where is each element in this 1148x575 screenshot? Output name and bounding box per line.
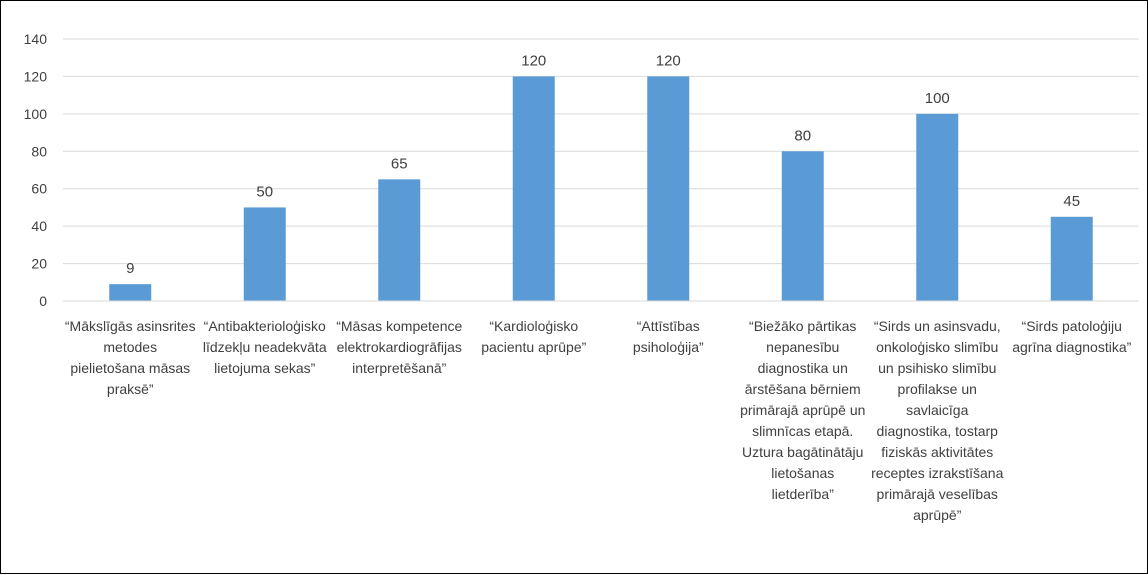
y-tick-label: 80 [31,143,47,159]
y-tick-label: 100 [24,106,48,122]
category-label-line: “Sirds patoloģiju [1022,318,1122,334]
y-tick-label: 140 [24,31,48,47]
data-label: 100 [925,90,950,107]
category-label-line: “Mākslīgās asinsrites [65,318,196,334]
bar [916,113,959,301]
category-label-line: onkoloģisko slimību [876,339,998,355]
category-label-line: Uztura bagātinātāju [742,444,863,460]
category-label-line: praksē” [107,381,154,397]
category-label-line: diagnostika un [758,360,848,376]
y-tick-label: 60 [31,181,47,197]
category-label: “Biežāko pārtikas nepanesību diagnostika u… [740,318,865,502]
bar [512,76,555,301]
data-labels: 9 50 65 120 120 80 100 45 [126,52,1080,277]
category-label-line: un psihisko slimību [878,360,996,376]
category-label-line: pielietošana māsas [70,360,190,376]
data-label: 65 [391,155,408,172]
bar [1050,216,1093,301]
category-label: “Mākslīgās asinsrites metodes pielietošana… [65,318,196,397]
category-label-line: lietošanas [771,465,834,481]
category-label-line: agrīna diagnostika” [1012,339,1131,355]
category-label-line: fiziskās aktivitātes [881,444,993,460]
bar [781,151,824,301]
y-tick-label: 0 [39,293,47,309]
category-label-line: receptes izrakstīšana [871,465,1003,481]
category-label-line: “Biežāko pārtikas [749,318,856,334]
y-axis-tick-labels: 0 20 40 60 80 100 120 140 [24,31,48,309]
y-tick-label: 120 [24,68,48,84]
category-label-line: slimnīcas etapā. [752,423,853,439]
bars [109,76,1093,301]
bar [243,207,286,301]
category-label-line: “Antibakterioloģisko [204,318,326,334]
category-label-line: aprūpē” [913,507,962,523]
category-label-line: primārajā aprūpē un [740,402,865,418]
category-label: “Sirds patoloģiju agrīna diagnostika” [1012,318,1131,355]
category-label-line: psiholoģija” [633,339,704,355]
category-label-line: “Sirds un asinsvadu, [874,318,1001,334]
data-label: 9 [126,260,134,277]
category-label-line: profilakse un [898,381,977,397]
data-label: 45 [1063,193,1080,210]
y-tick-label: 40 [31,218,47,234]
category-labels: “Mākslīgās asinsrites metodes pielietošana… [65,318,1132,523]
category-label-line: “Kardioloģisko [489,318,578,334]
data-label: 80 [794,127,811,144]
category-label-line: elektrokardiogrāfijas [337,339,462,355]
data-label: 120 [656,52,681,69]
category-label-line: diagnostika, tostarp [877,423,999,439]
category-label: “Kardioloģisko pacientu aprūpe” [481,318,586,355]
category-label-line: lietojuma sekas” [214,360,315,376]
category-label-line: interpretēšanā” [352,360,447,376]
category-label-line: metodes [103,339,157,355]
gridlines [63,38,1139,265]
category-label-line: “Māsas kompetence [336,318,462,334]
category-label: “Antibakterioloģisko līdzekļu neadekvāta l… [203,318,327,376]
bar [378,179,421,301]
category-label: “Māsas kompetence elektrokardiogrāfijas in… [336,318,462,376]
category-label-line: lietderība” [772,486,835,502]
bar [647,76,690,301]
category-label-line: nepanesību [766,339,839,355]
data-label: 50 [256,183,273,200]
category-label: “Attīstības psiholoģija” [633,318,704,355]
category-label-line: līdzekļu neadekvāta [203,339,327,355]
bar [109,284,152,301]
data-label: 120 [521,52,546,69]
category-label-line: savlaicīga [906,402,968,418]
category-label: “Sirds un asinsvadu, onkoloģisko slimību u… [871,318,1003,523]
y-tick-label: 20 [31,256,47,272]
category-label-line: “Attīstības [637,318,700,334]
category-label-line: pacientu aprūpe” [481,339,586,355]
category-label-line: ārstēšana bērniem [745,381,861,397]
category-label-line: primārajā veselības [877,486,998,502]
